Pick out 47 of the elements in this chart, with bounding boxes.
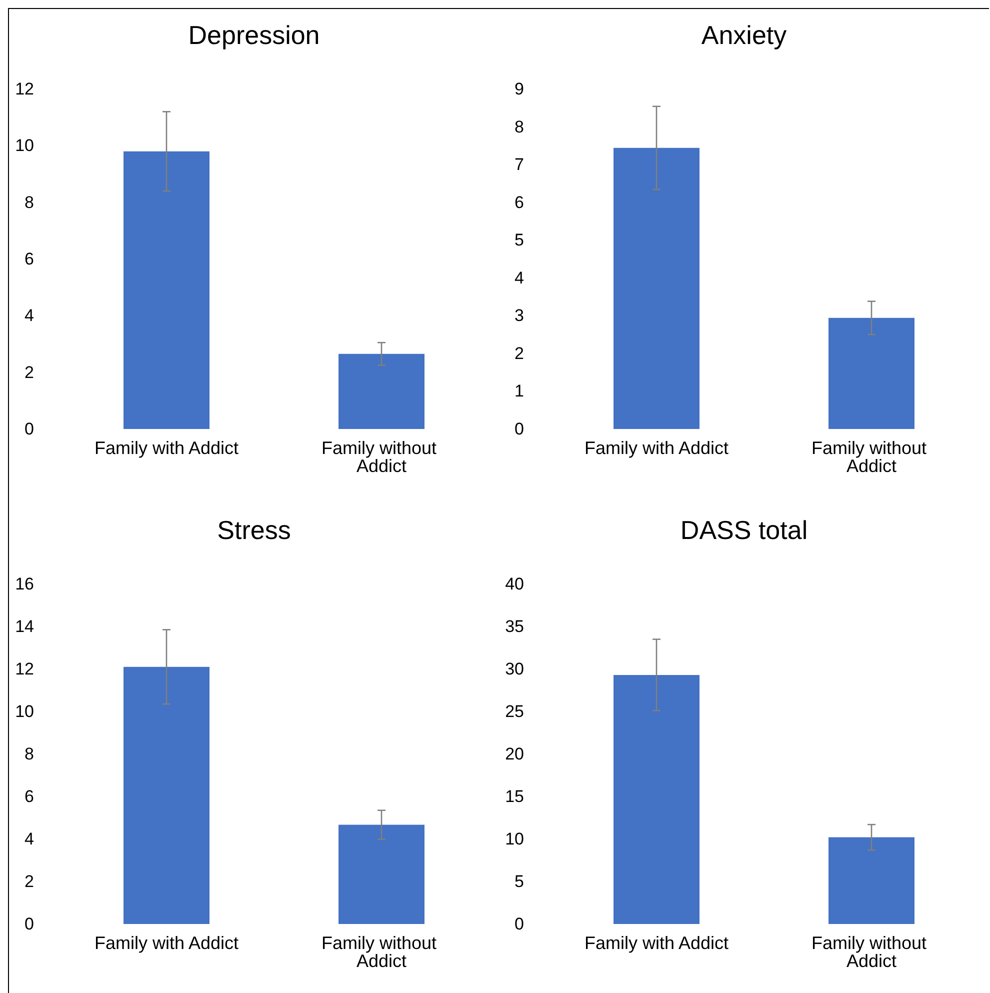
y-tick-label: 20 [505,744,524,764]
y-tick-label: 5 [514,230,524,250]
y-tick-label: 0 [24,420,34,438]
y-tick-label: 10 [15,136,34,156]
x-tick-label: Family with Addict [94,933,239,953]
y-tick-label: 12 [15,660,34,678]
y-tick-label: 10 [15,702,34,721]
y-tick-label: 0 [514,914,524,934]
chart-title: DASS total [680,515,808,545]
y-tick-label: 16 [15,574,34,594]
y-tick-label: 40 [505,574,524,594]
y-tick-label: 12 [15,80,34,98]
y-tick-label: 8 [514,117,524,136]
y-tick-label: 7 [514,155,524,174]
y-tick-label: 10 [505,830,524,848]
y-tick-label: 2 [24,362,34,382]
y-tick-label: 2 [24,872,34,891]
y-tick-label: 9 [514,80,524,98]
y-tick-label: 0 [514,420,524,438]
chart-title: Anxiety [701,20,787,50]
chart-title: Stress [217,515,291,545]
y-tick-label: 5 [514,872,524,891]
x-tick-label: Family without Addict [321,933,442,971]
y-tick-label: 30 [505,660,524,678]
y-tick-label: 3 [514,306,524,326]
x-tick-label: Family with Addict [584,933,729,953]
y-tick-label: 1 [514,382,524,401]
y-tick-label: 8 [24,192,34,212]
x-tick-label: Family with Addict [584,438,729,458]
x-tick-label: Family with Addict [94,438,239,458]
x-tick-label: Family without Addict [321,438,442,476]
y-tick-label: 4 [514,268,524,288]
y-tick-label: 0 [24,914,34,934]
y-tick-label: 15 [505,787,524,806]
y-tick-label: 6 [514,192,524,212]
x-tick-label: Family without Addict [811,438,932,476]
y-tick-label: 14 [15,617,34,636]
chart-title: Depression [188,20,320,50]
x-tick-label: Family without Addict [811,933,932,971]
y-tick-label: 8 [24,744,34,764]
y-tick-label: 6 [24,787,34,806]
y-tick-label: 6 [24,250,34,268]
y-tick-label: 35 [505,617,524,636]
y-tick-label: 4 [24,306,34,326]
y-tick-label: 25 [505,702,524,721]
y-tick-label: 2 [514,344,524,363]
y-tick-label: 4 [24,830,34,848]
